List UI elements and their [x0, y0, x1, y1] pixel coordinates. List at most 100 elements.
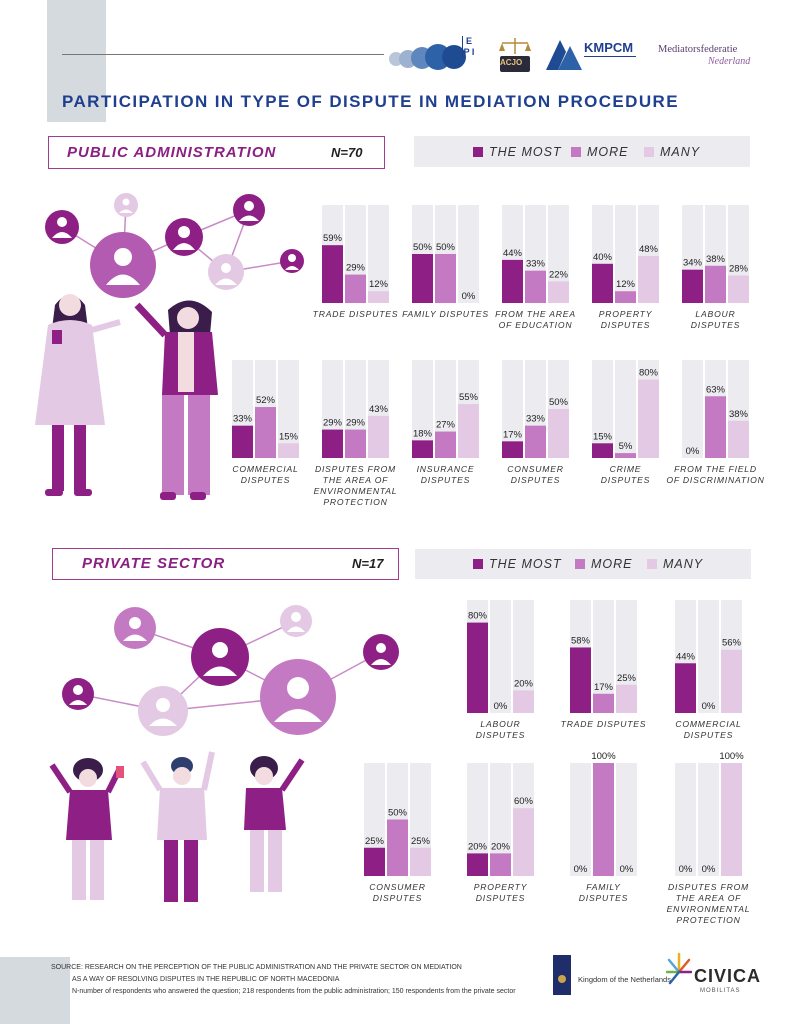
acjo-logo-text: ACJO [500, 58, 523, 67]
bar-value-label: 100% [591, 751, 616, 762]
bar-value-label: 100% [719, 751, 744, 762]
bar-track [698, 763, 719, 876]
bar-track [513, 600, 534, 713]
category-label: DISPUTES [421, 475, 470, 485]
mediators-logo-line2: Nederland [708, 56, 751, 67]
category-label: DISPUTES [241, 475, 290, 485]
acjo-logo-icon [499, 38, 531, 72]
bar-many [638, 379, 659, 458]
bar-many [728, 275, 749, 303]
legend-swatch-more [571, 147, 581, 157]
private-section-title: PRIVATE SECTOR [82, 555, 226, 572]
bar-value-label: 5% [619, 441, 633, 452]
bar-more [255, 407, 276, 458]
person-icons-private [69, 612, 391, 726]
category-label: PROPERTY [599, 309, 653, 319]
bar-more [387, 819, 408, 876]
civica-logo-icon [666, 952, 692, 985]
bar-the-most [467, 853, 488, 876]
category-label: TRADE DISPUTES [313, 309, 399, 319]
bar-more [615, 453, 636, 458]
bar-value-label: 29% [323, 418, 343, 429]
bar-value-label: 15% [593, 431, 613, 442]
category-label: DISPUTES [476, 893, 525, 903]
bar-value-label: 29% [346, 263, 366, 274]
category-label: PROTECTION [676, 915, 740, 925]
bar-more [490, 853, 511, 876]
bar-more [593, 763, 614, 876]
bar-many [368, 415, 389, 458]
bar-value-label: 59% [323, 233, 343, 244]
bar-the-most [570, 647, 591, 713]
category-label: ENVIRONMENTAL [667, 904, 751, 914]
category-label: DISPUTES [373, 893, 422, 903]
mediators-logo-line1: Mediatorsfederatie [658, 44, 738, 55]
category-label: FROM THE FIELD [674, 464, 757, 474]
bar-the-most [412, 254, 433, 303]
bar-value-label: 0% [620, 864, 634, 875]
netherlands-logo-text: Kingdom of the Netherlands [578, 975, 671, 984]
category-label: DISPUTES [684, 730, 733, 740]
category-label: ENVIRONMENTAL [314, 486, 398, 496]
bar-track [593, 600, 614, 713]
legend2-swatch-many [647, 559, 657, 569]
bar-many [638, 255, 659, 303]
bar-track [615, 205, 636, 303]
bar-value-label: 0% [702, 864, 716, 875]
bar-value-label: 63% [706, 384, 726, 395]
legend-many: MANY [660, 145, 701, 159]
bar-value-label: 50% [388, 808, 408, 819]
public-section-n: N=70 [331, 145, 363, 160]
bar-more [705, 396, 726, 458]
bar-more [345, 429, 366, 458]
category-label: DISPUTES [601, 475, 650, 485]
category-label: CONSUMER [369, 882, 426, 892]
legend2-the-most: THE MOST [489, 557, 562, 571]
header-divider [62, 54, 384, 55]
category-label: TRADE DISPUTES [561, 719, 647, 729]
kmpcm-underline [584, 56, 636, 57]
bar-the-most [322, 429, 343, 458]
bar-track [467, 763, 488, 876]
bar-track [278, 360, 299, 458]
civica-logo-sub: MOBILITAS [700, 988, 741, 994]
bar-value-label: 17% [594, 682, 614, 693]
netherlands-logo-icon [553, 955, 571, 995]
public-legend [414, 136, 750, 167]
epi-logo-icon [389, 44, 466, 70]
bar-value-label: 18% [413, 428, 433, 439]
bar-the-most [232, 425, 253, 458]
bar-the-most [502, 259, 523, 303]
category-label: DISPUTES [691, 320, 740, 330]
bar-more [435, 431, 456, 458]
bar-many [410, 847, 431, 876]
footer-note: N-number of respondents who answered the… [72, 988, 516, 995]
legend-more: MORE [587, 145, 629, 159]
category-label: THE AREA OF [323, 475, 388, 485]
bar-track [368, 205, 389, 303]
woman-figure-icon [35, 294, 121, 496]
bar-the-most [675, 663, 696, 713]
bar-value-label: 33% [526, 414, 546, 425]
bar-the-most [467, 622, 488, 713]
bar-value-label: 0% [494, 701, 508, 712]
bar-many [721, 649, 742, 713]
bar-value-label: 17% [503, 429, 523, 440]
woman-figure-icon-2 [134, 300, 218, 500]
bar-value-label: 33% [526, 259, 546, 270]
bar-value-label: 44% [676, 651, 696, 662]
bar-value-label: 0% [462, 291, 476, 302]
people-group-icon [49, 751, 305, 902]
bar-more [705, 265, 726, 303]
bar-value-label: 50% [436, 242, 456, 253]
bar-value-label: 60% [514, 796, 534, 807]
category-label: COMMERCIAL [232, 464, 298, 474]
bar-many [368, 291, 389, 303]
bar-value-label: 0% [679, 864, 693, 875]
legend-the-most: THE MOST [489, 145, 562, 159]
legend2-swatch-the-most [473, 559, 483, 569]
category-label: OF DISCRIMINATION [666, 475, 764, 485]
bar-value-label: 15% [279, 431, 299, 442]
category-label: DISPUTES [511, 475, 560, 485]
private-section-n: N=17 [352, 556, 384, 571]
